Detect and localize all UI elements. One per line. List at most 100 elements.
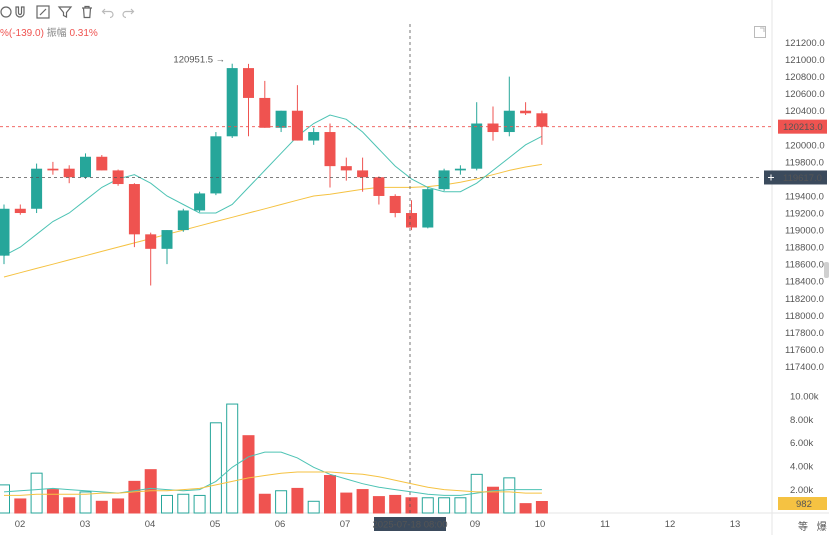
price-tick-label: 120400.0 <box>785 106 825 117</box>
price-tick-label: 117800.0 <box>785 328 824 339</box>
volume-bar <box>503 477 516 514</box>
magnet-icon[interactable] <box>12 4 28 20</box>
volume-bar <box>193 494 206 514</box>
redo-icon[interactable] <box>120 4 136 20</box>
candle-body <box>520 110 532 114</box>
volume-bar <box>421 497 434 514</box>
candle-body <box>226 68 238 137</box>
volume-tick-label: 6.00k <box>790 438 813 449</box>
volume-bar <box>291 487 304 514</box>
price-tick-label: 119000.0 <box>785 226 824 237</box>
ohlc-info-line: %(-139.0) 振幅 0.31% <box>0 24 98 39</box>
candle-body <box>487 123 499 133</box>
candle-body <box>373 177 385 196</box>
amplitude-value: 0.31% <box>69 28 98 39</box>
crosshair-price-tag <box>778 170 827 185</box>
time-tick-label: 03 <box>80 519 91 530</box>
volume-bar <box>161 494 173 514</box>
candle-body <box>161 230 173 249</box>
amplitude-label: 振幅 <box>46 28 67 39</box>
volume-bar <box>324 475 336 514</box>
volume-ma-slow-line <box>4 471 542 496</box>
axis-resize-handle[interactable] <box>824 262 829 278</box>
current-price-value: 120213.0 <box>783 122 823 133</box>
axis-button-equal[interactable]: 等 <box>798 522 808 533</box>
time-tick-label: 11 <box>600 519 610 530</box>
candle-body <box>243 68 254 98</box>
candle-body <box>14 208 26 214</box>
time-tick-label: 12 <box>665 519 676 530</box>
filter-icon[interactable] <box>57 4 73 20</box>
candle-body <box>357 170 369 178</box>
current-volume-tag <box>778 497 827 510</box>
price-tick-label: 120000.0 <box>785 140 825 151</box>
price-tick-label: 118800.0 <box>785 243 824 254</box>
plus-icon[interactable] <box>768 174 774 181</box>
volume-bar <box>487 486 499 514</box>
price-tick-label: 118200.0 <box>785 294 824 305</box>
candle-body <box>259 97 271 128</box>
candle-body <box>536 113 548 127</box>
price-ma-fast-line <box>3 114 543 257</box>
volume-bar <box>30 472 43 514</box>
current-price-tag <box>778 119 827 134</box>
volume-tick-label: 2.00k <box>790 485 813 496</box>
candle-body <box>112 170 124 185</box>
price-tick-label: 119800.0 <box>785 157 824 168</box>
volume-bar <box>242 435 255 514</box>
axis-buttons: 等 爆 <box>798 518 829 533</box>
price-tick-label: 121200.0 <box>785 38 825 49</box>
volume-bar <box>128 480 141 514</box>
volume-bar <box>226 403 239 514</box>
fullscreen-icon[interactable] <box>754 26 766 38</box>
candle-body <box>275 110 287 128</box>
candle-body <box>80 156 91 178</box>
volume-tick-label: 8.00k <box>790 415 813 426</box>
volume-bar <box>519 503 532 514</box>
trash-icon[interactable] <box>79 4 95 20</box>
time-tick-label: 05 <box>210 519 221 530</box>
candle-body <box>96 156 108 171</box>
candle-body <box>503 110 515 133</box>
crosshair-time-tag <box>374 517 446 531</box>
volume-bar <box>258 493 271 514</box>
time-tick-label: 02 <box>15 519 26 530</box>
time-tick-label: 04 <box>145 519 156 530</box>
candle-body <box>471 123 483 169</box>
crosshair-time-value: 2025-07-18 08:00 <box>372 520 447 531</box>
volume-bar <box>535 500 548 514</box>
volume-bar <box>275 490 288 514</box>
candle-body <box>340 166 352 171</box>
price-tick-label: 120800.0 <box>785 72 825 83</box>
price-tick-label: 119400.0 <box>785 191 824 202</box>
crosshair-price-value: 119617.0 <box>783 173 822 184</box>
candle-body <box>406 213 417 228</box>
price-ma-slow-line <box>3 163 542 278</box>
volume-bar <box>438 497 451 514</box>
max-price-label: 120951.5 → <box>173 55 225 66</box>
price-tick-label: 117400.0 <box>785 362 824 373</box>
volume-tick-label: 4.00k <box>790 462 813 473</box>
price-tick-label: 119200.0 <box>785 209 824 220</box>
volume-bar <box>95 500 108 514</box>
volume-bar <box>389 494 402 514</box>
price-tick-label: 120600.0 <box>785 89 825 100</box>
price-tick-label: 118000.0 <box>785 311 824 322</box>
crosshair-icon[interactable] <box>0 4 14 20</box>
candle-body <box>389 195 401 214</box>
pencil-icon[interactable] <box>35 4 51 20</box>
candle-body <box>47 168 59 171</box>
change-value: %(-139.0) <box>0 28 44 39</box>
time-tick-label: 06 <box>275 519 286 530</box>
undo-icon[interactable] <box>100 4 116 20</box>
price-tick-label: 118600.0 <box>785 260 824 271</box>
candle-body <box>31 168 43 209</box>
price-tick-label: 121000.0 <box>785 55 825 66</box>
volume-bar <box>340 492 353 514</box>
axis-button-log[interactable]: 爆 <box>816 522 827 533</box>
volume-bar <box>46 489 59 514</box>
candle-body <box>438 170 450 190</box>
candle-body <box>291 110 303 141</box>
candle-body <box>0 208 10 256</box>
